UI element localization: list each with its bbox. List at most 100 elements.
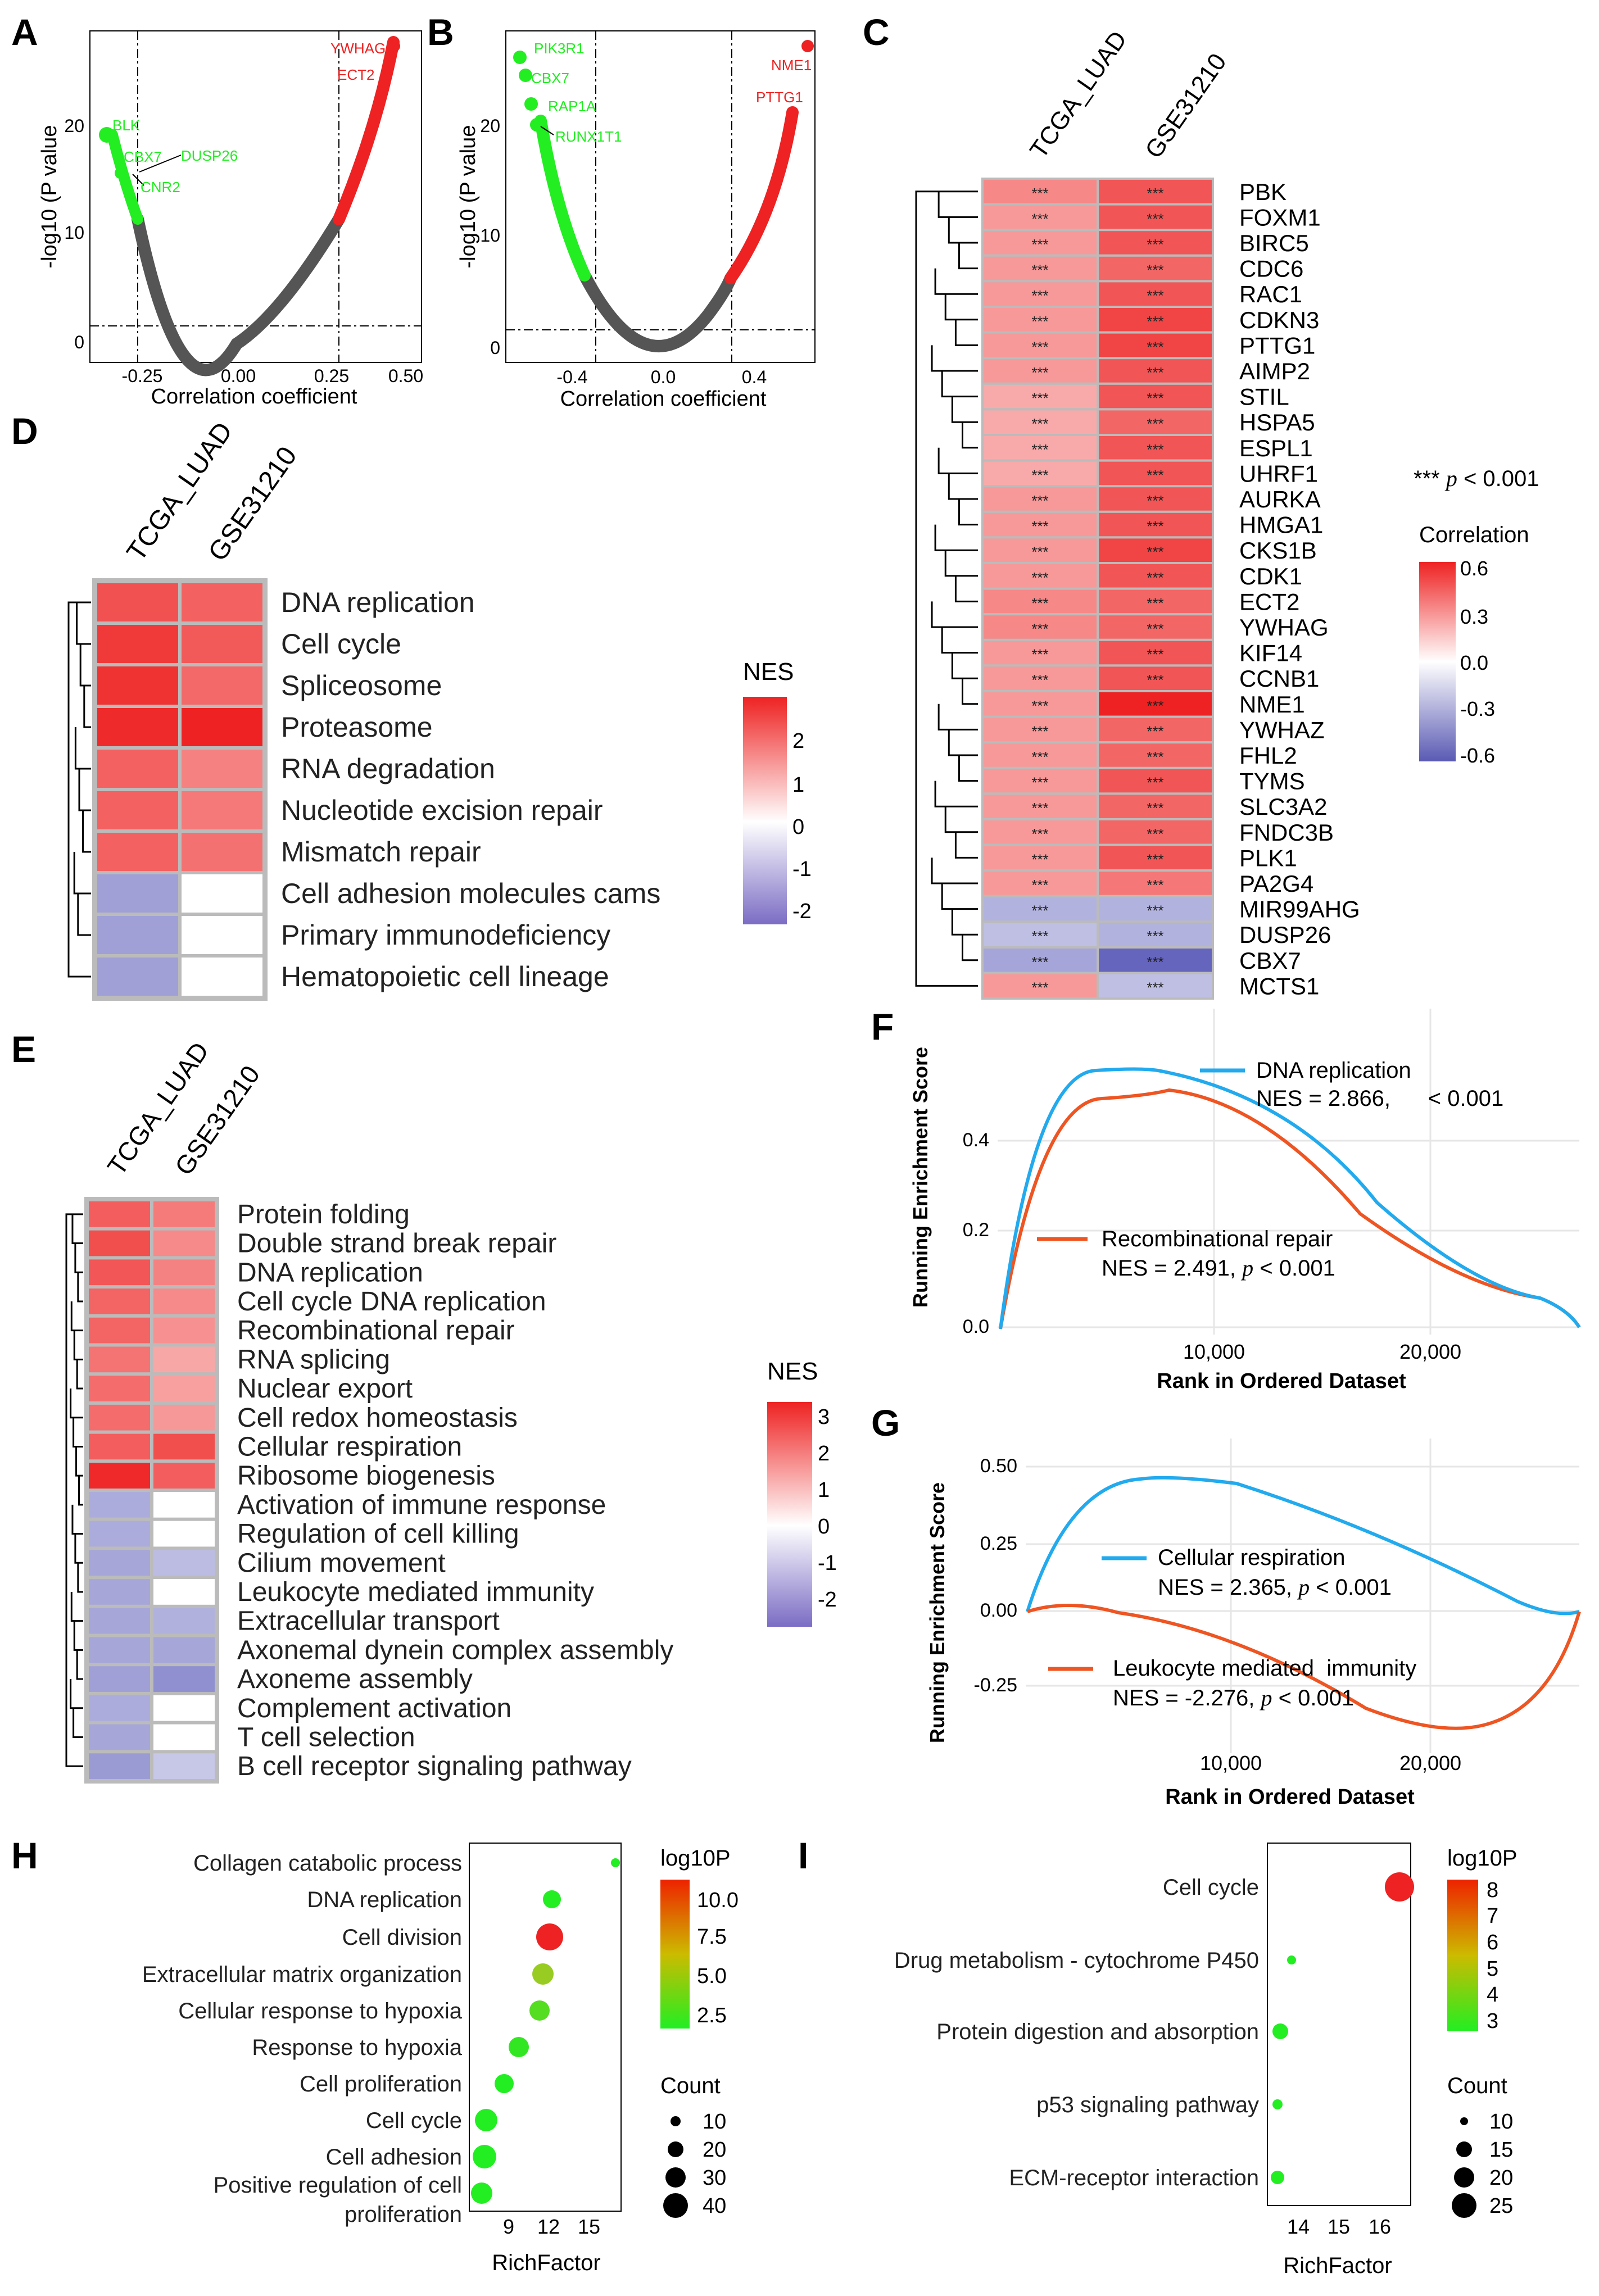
heatmap-cell	[981, 818, 1099, 846]
gene-label: SLC3A2	[1239, 793, 1327, 820]
legend-tick: 3	[818, 1405, 830, 1429]
heatmap-cell	[182, 833, 262, 871]
panel-h-xtick-0: 9	[503, 2215, 514, 2238]
panel-i-letter: I	[798, 1835, 808, 1876]
heatmap-cell-stars: ***	[1147, 851, 1163, 868]
heatmap-cell	[89, 1666, 150, 1692]
heatmap-cell	[153, 1724, 215, 1750]
gene-label: CCNB1	[1239, 665, 1319, 692]
heatmap-cell-stars: ***	[1031, 723, 1048, 739]
panel-f-xtick-0: 10,000	[1183, 1340, 1245, 1363]
legend-tick: 7.5	[697, 1925, 727, 1949]
heatmap-cell-stars: ***	[1031, 390, 1048, 407]
panel-g-ytick-0: 0.50	[980, 1455, 1017, 1477]
panel-h-dot-dna-replication	[543, 1890, 561, 1908]
panel-g-legend1-name: Cellular respiration	[1158, 1545, 1345, 1570]
heatmap-cell	[1097, 664, 1214, 693]
heatmap-cell	[153, 1463, 215, 1489]
pathway-label: Cellular respiration	[237, 1432, 462, 1462]
legend-tick: 10.0	[697, 1889, 739, 1912]
heatmap-cell	[981, 946, 1099, 974]
gene-label: BIRC5	[1239, 230, 1309, 256]
panel-i-dot-cell-cycle	[1385, 1872, 1414, 1902]
heatmap-cell	[1097, 818, 1214, 846]
pathway-label: Cell cycle DNA replication	[237, 1287, 546, 1317]
panel-h-term-labels: Collagen catabolic process DNA replicatio…	[142, 1851, 463, 2227]
panel-a-ylabel: -log10 (P value	[38, 125, 61, 269]
heatmap-cell	[153, 1346, 215, 1373]
panel-a-ytick-0: 0	[74, 332, 84, 352]
panel-i-term-labels: Cell cycle Drug metabolism - cytochrome P…	[894, 1875, 1259, 2190]
panel-c-sig-p: p	[1444, 466, 1457, 491]
pathway-label: Extracellular transport	[237, 1607, 500, 1636]
panel-g-ytick-2: 0.00	[980, 1600, 1017, 1621]
term-label: Cell cycle	[1163, 1875, 1259, 1900]
heatmap-cell	[182, 625, 262, 663]
panel-a-label-dusp26: DUSP26	[181, 147, 238, 164]
panel-b-xtick-0: -0.4	[556, 367, 587, 387]
panel-g: G Cellular respiration NES = 2.365, p < …	[871, 1402, 1581, 1809]
panel-b: B PIK3R1 CBX7 RAP1A RUNX1T1 NME1 PTTG1 0…	[427, 11, 816, 411]
gene-label: HSPA5	[1239, 409, 1315, 435]
panel-c-gene-labels: PBKFOXM1BIRC5CDC6RAC1CDKN3PTTG1AIMP2STIL…	[1239, 179, 1360, 1000]
gene-label: PLK1	[1239, 845, 1297, 871]
panel-h-dot-positive-regulation	[471, 2182, 492, 2204]
heatmap-cell	[981, 741, 1099, 769]
size-legend-label: 40	[703, 2194, 726, 2218]
heatmap-cell	[89, 1230, 150, 1256]
heatmap-cell-stars: ***	[1147, 313, 1163, 330]
heatmap-cell-stars: ***	[1031, 415, 1048, 432]
heatmap-cell-stars: ***	[1147, 595, 1163, 611]
panel-h-xtick-2: 15	[578, 2215, 600, 2238]
heatmap-cell	[89, 1753, 150, 1779]
pathway-label: Cell cycle	[281, 628, 401, 660]
heatmap-cell	[153, 1550, 215, 1576]
heatmap-cell	[1097, 741, 1214, 769]
heatmap-cell	[97, 583, 178, 621]
panel-g-xtick-1: 20,000	[1399, 1752, 1461, 1775]
heatmap-cell	[981, 536, 1099, 565]
heatmap-cell	[97, 666, 178, 705]
panel-g-legend1-nes: NES = 2.365,	[1158, 1575, 1292, 1600]
panel-c-sig-suffix: < 0.001	[1464, 466, 1539, 491]
gene-label: YWHAG	[1239, 614, 1329, 641]
gene-label: CDKN3	[1239, 307, 1319, 333]
heatmap-cell	[981, 357, 1099, 385]
heatmap-cell	[89, 1317, 150, 1344]
heatmap-cell	[153, 1492, 215, 1518]
panel-h-dot-cell-cycle	[475, 2109, 497, 2131]
term-label: Cellular response to hypoxia	[178, 1999, 462, 2023]
size-legend-dot	[1460, 2117, 1468, 2125]
pathway-label: DNA replication	[237, 1258, 423, 1287]
panel-h-size-legend: 10 20 30 40	[663, 2110, 726, 2218]
panel-c-significance-note: *** p < 0.001	[1414, 466, 1539, 491]
gene-label: HMGA1	[1239, 512, 1323, 538]
panel-e-legend-ticks: 3 2 1 0 -1 -2	[818, 1405, 837, 1612]
heatmap-cell-stars: ***	[1147, 620, 1163, 637]
size-legend-label: 30	[703, 2166, 726, 2190]
heatmap-cell-stars: ***	[1031, 800, 1048, 816]
gene-label: STIL	[1239, 384, 1289, 410]
pathway-label: Ribosome biogenesis	[237, 1461, 495, 1491]
legend-tick: 2.5	[697, 2004, 727, 2027]
heatmap-cell-stars: ***	[1147, 646, 1163, 663]
panel-a-ytick-2: 20	[64, 116, 84, 136]
panel-b-xtick-1: 0.0	[651, 367, 676, 387]
heatmap-cell-stars: ***	[1147, 287, 1163, 304]
size-legend-label: 25	[1489, 2194, 1513, 2218]
panel-a-leader-dusp26	[139, 155, 182, 173]
heatmap-cell	[153, 1404, 215, 1431]
heatmap-cell	[1097, 972, 1214, 1000]
gene-label: PA2G4	[1239, 870, 1313, 897]
pathway-label: B cell receptor signaling pathway	[237, 1752, 632, 1781]
pathway-label: Nuclear export	[237, 1374, 413, 1404]
panel-c-legend-ticks: 0.6 0.3 0.0 -0.3 -0.6	[1460, 557, 1495, 767]
panel-i-xlabel: RichFactor	[1283, 2253, 1392, 2278]
heatmap-cell	[1097, 869, 1214, 897]
panel-f-letter: F	[871, 1006, 894, 1047]
gene-label: CBX7	[1239, 947, 1301, 974]
heatmap-cell-stars: ***	[1147, 671, 1163, 688]
gene-label: FNDC3B	[1239, 819, 1334, 846]
heatmap-cell	[89, 1463, 150, 1489]
